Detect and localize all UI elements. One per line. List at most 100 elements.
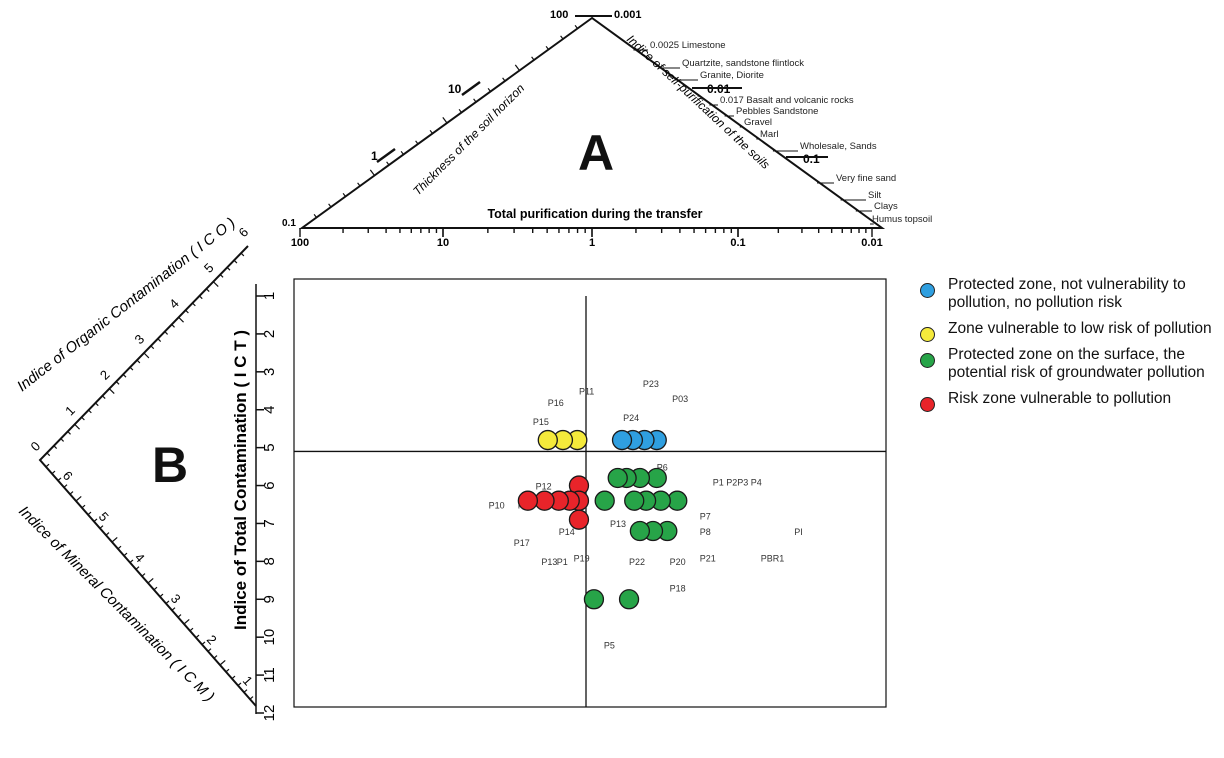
- point-label: P23: [643, 379, 659, 389]
- legend-label: Protected zone, not vulnerability to pol…: [948, 276, 1186, 311]
- organic-scale-label: 6: [236, 224, 252, 240]
- legend-item: Protected zone on the surface, the poten…: [918, 346, 1218, 382]
- left-edge-tick: [545, 45, 549, 50]
- mineral-tick: [51, 470, 56, 475]
- material-label: Clays: [874, 201, 898, 212]
- data-point: [629, 520, 651, 542]
- organic-tick: [205, 288, 210, 293]
- organic-scale-label: 2: [97, 367, 113, 383]
- mineral-tick: [195, 634, 200, 639]
- point-label: P8: [700, 527, 711, 537]
- left-edge-tick: [313, 213, 317, 218]
- organic-tick: [122, 373, 127, 378]
- triangle-a-letter: A: [578, 125, 614, 181]
- ict-tick-label: 10: [261, 629, 278, 646]
- left-edge-tick: [328, 203, 332, 208]
- data-point: [607, 467, 628, 489]
- mineral-tick: [237, 682, 242, 686]
- material-labels: 0.0025 Limestone Quartzite, sandstone fli…: [633, 40, 932, 225]
- left-edge-label: Thickness of the soil horizon: [410, 81, 527, 198]
- organic-tick: [136, 359, 141, 364]
- material-label: Marl: [760, 129, 778, 140]
- ict-tick-label: 6: [261, 481, 278, 489]
- triangle-b: B Indice of Organic Contamination ( I C …: [14, 214, 257, 707]
- organic-tick: [60, 438, 65, 442]
- mineral-scale-label: 5: [96, 509, 112, 524]
- left-scale-1: 1: [371, 149, 378, 163]
- mineral-tick: [63, 484, 68, 488]
- left-edge-tick: [386, 161, 390, 166]
- data-point: [611, 429, 633, 451]
- mineral-tick: [243, 689, 248, 693]
- mineral-tick: [87, 511, 92, 516]
- left-edge-tick: [531, 56, 535, 61]
- point-label: P20: [670, 557, 686, 567]
- left-edge-tick: [560, 35, 564, 40]
- left-edge-tick: [400, 150, 404, 155]
- material-label: Pebbles Sandstone: [736, 106, 818, 117]
- data-point: [646, 467, 667, 489]
- point-label: P13: [610, 519, 626, 529]
- base-label: Total purification during the transfer: [487, 207, 702, 221]
- organic-tick: [143, 352, 150, 359]
- legend-swatch: [920, 397, 935, 412]
- legend-item: Protected zone, not vulnerability to pol…: [918, 276, 1218, 312]
- mineral-tick: [45, 463, 50, 468]
- material-label: Granite, Diorite: [700, 70, 764, 81]
- point-label: P10: [489, 500, 505, 510]
- organic-tick: [233, 259, 238, 264]
- ict-tick-label: 3: [261, 368, 278, 376]
- mineral-tick: [69, 491, 74, 495]
- point-label: P12: [536, 481, 552, 491]
- mineral-tick: [135, 566, 140, 570]
- ict-tick-label: 12: [261, 705, 278, 722]
- mineral-tick: [189, 627, 194, 632]
- mineral-tick: [201, 641, 206, 645]
- ict-tick-label: 5: [261, 443, 278, 451]
- mineral-tick: [213, 655, 218, 659]
- organic-tick: [88, 409, 92, 414]
- point-label: P11: [579, 387, 594, 397]
- point-label: P1 P2P3 P4: [713, 478, 762, 488]
- mineral-tick: [159, 593, 164, 598]
- left-scale-1-mark: [376, 147, 396, 164]
- left-edge-tick: [458, 108, 462, 113]
- point-label: PI: [794, 527, 803, 537]
- point-label: P7: [700, 512, 711, 522]
- apex-right-label: 0.001: [614, 9, 642, 21]
- mineral-scale-label: 1: [240, 673, 256, 688]
- legend-swatch: [920, 327, 935, 342]
- organic-tick: [212, 281, 219, 287]
- data-point: [624, 490, 645, 511]
- point-label: P15: [533, 417, 549, 427]
- left-edge-tick: [357, 182, 361, 187]
- left-edge-tick: [514, 64, 520, 71]
- organic-tick: [46, 452, 51, 457]
- data-point: [618, 589, 640, 610]
- triangle-a-ticks: [299, 24, 873, 237]
- base-scale-label: 10: [437, 237, 449, 249]
- organic-scale-label: 3: [132, 331, 148, 347]
- data-point: [537, 429, 558, 451]
- left-edge-tick: [502, 77, 506, 82]
- point-label: P24: [623, 413, 639, 423]
- ict-axis-label: Indice of Total Contamination ( I C T ): [231, 330, 250, 630]
- legend-item: Risk zone vulnerable to pollution: [918, 390, 1218, 412]
- point-label: P22: [629, 557, 645, 567]
- organic-tick: [53, 445, 58, 449]
- legend-label: Zone vulnerable to low risk of pollution: [948, 320, 1212, 337]
- mineral-tick: [231, 675, 236, 680]
- organic-tick: [150, 345, 155, 350]
- mineral-tick: [141, 573, 146, 577]
- point-label: P17: [514, 538, 530, 548]
- organic-tick: [157, 338, 162, 342]
- organic-scale-label: 1: [62, 403, 78, 419]
- left-scale-10: 10: [448, 82, 462, 96]
- point-label: P19: [574, 553, 590, 563]
- mineral-tick: [123, 552, 128, 557]
- organic-tick: [129, 366, 134, 371]
- organic-tick: [164, 331, 169, 335]
- point-label: P16: [548, 398, 564, 408]
